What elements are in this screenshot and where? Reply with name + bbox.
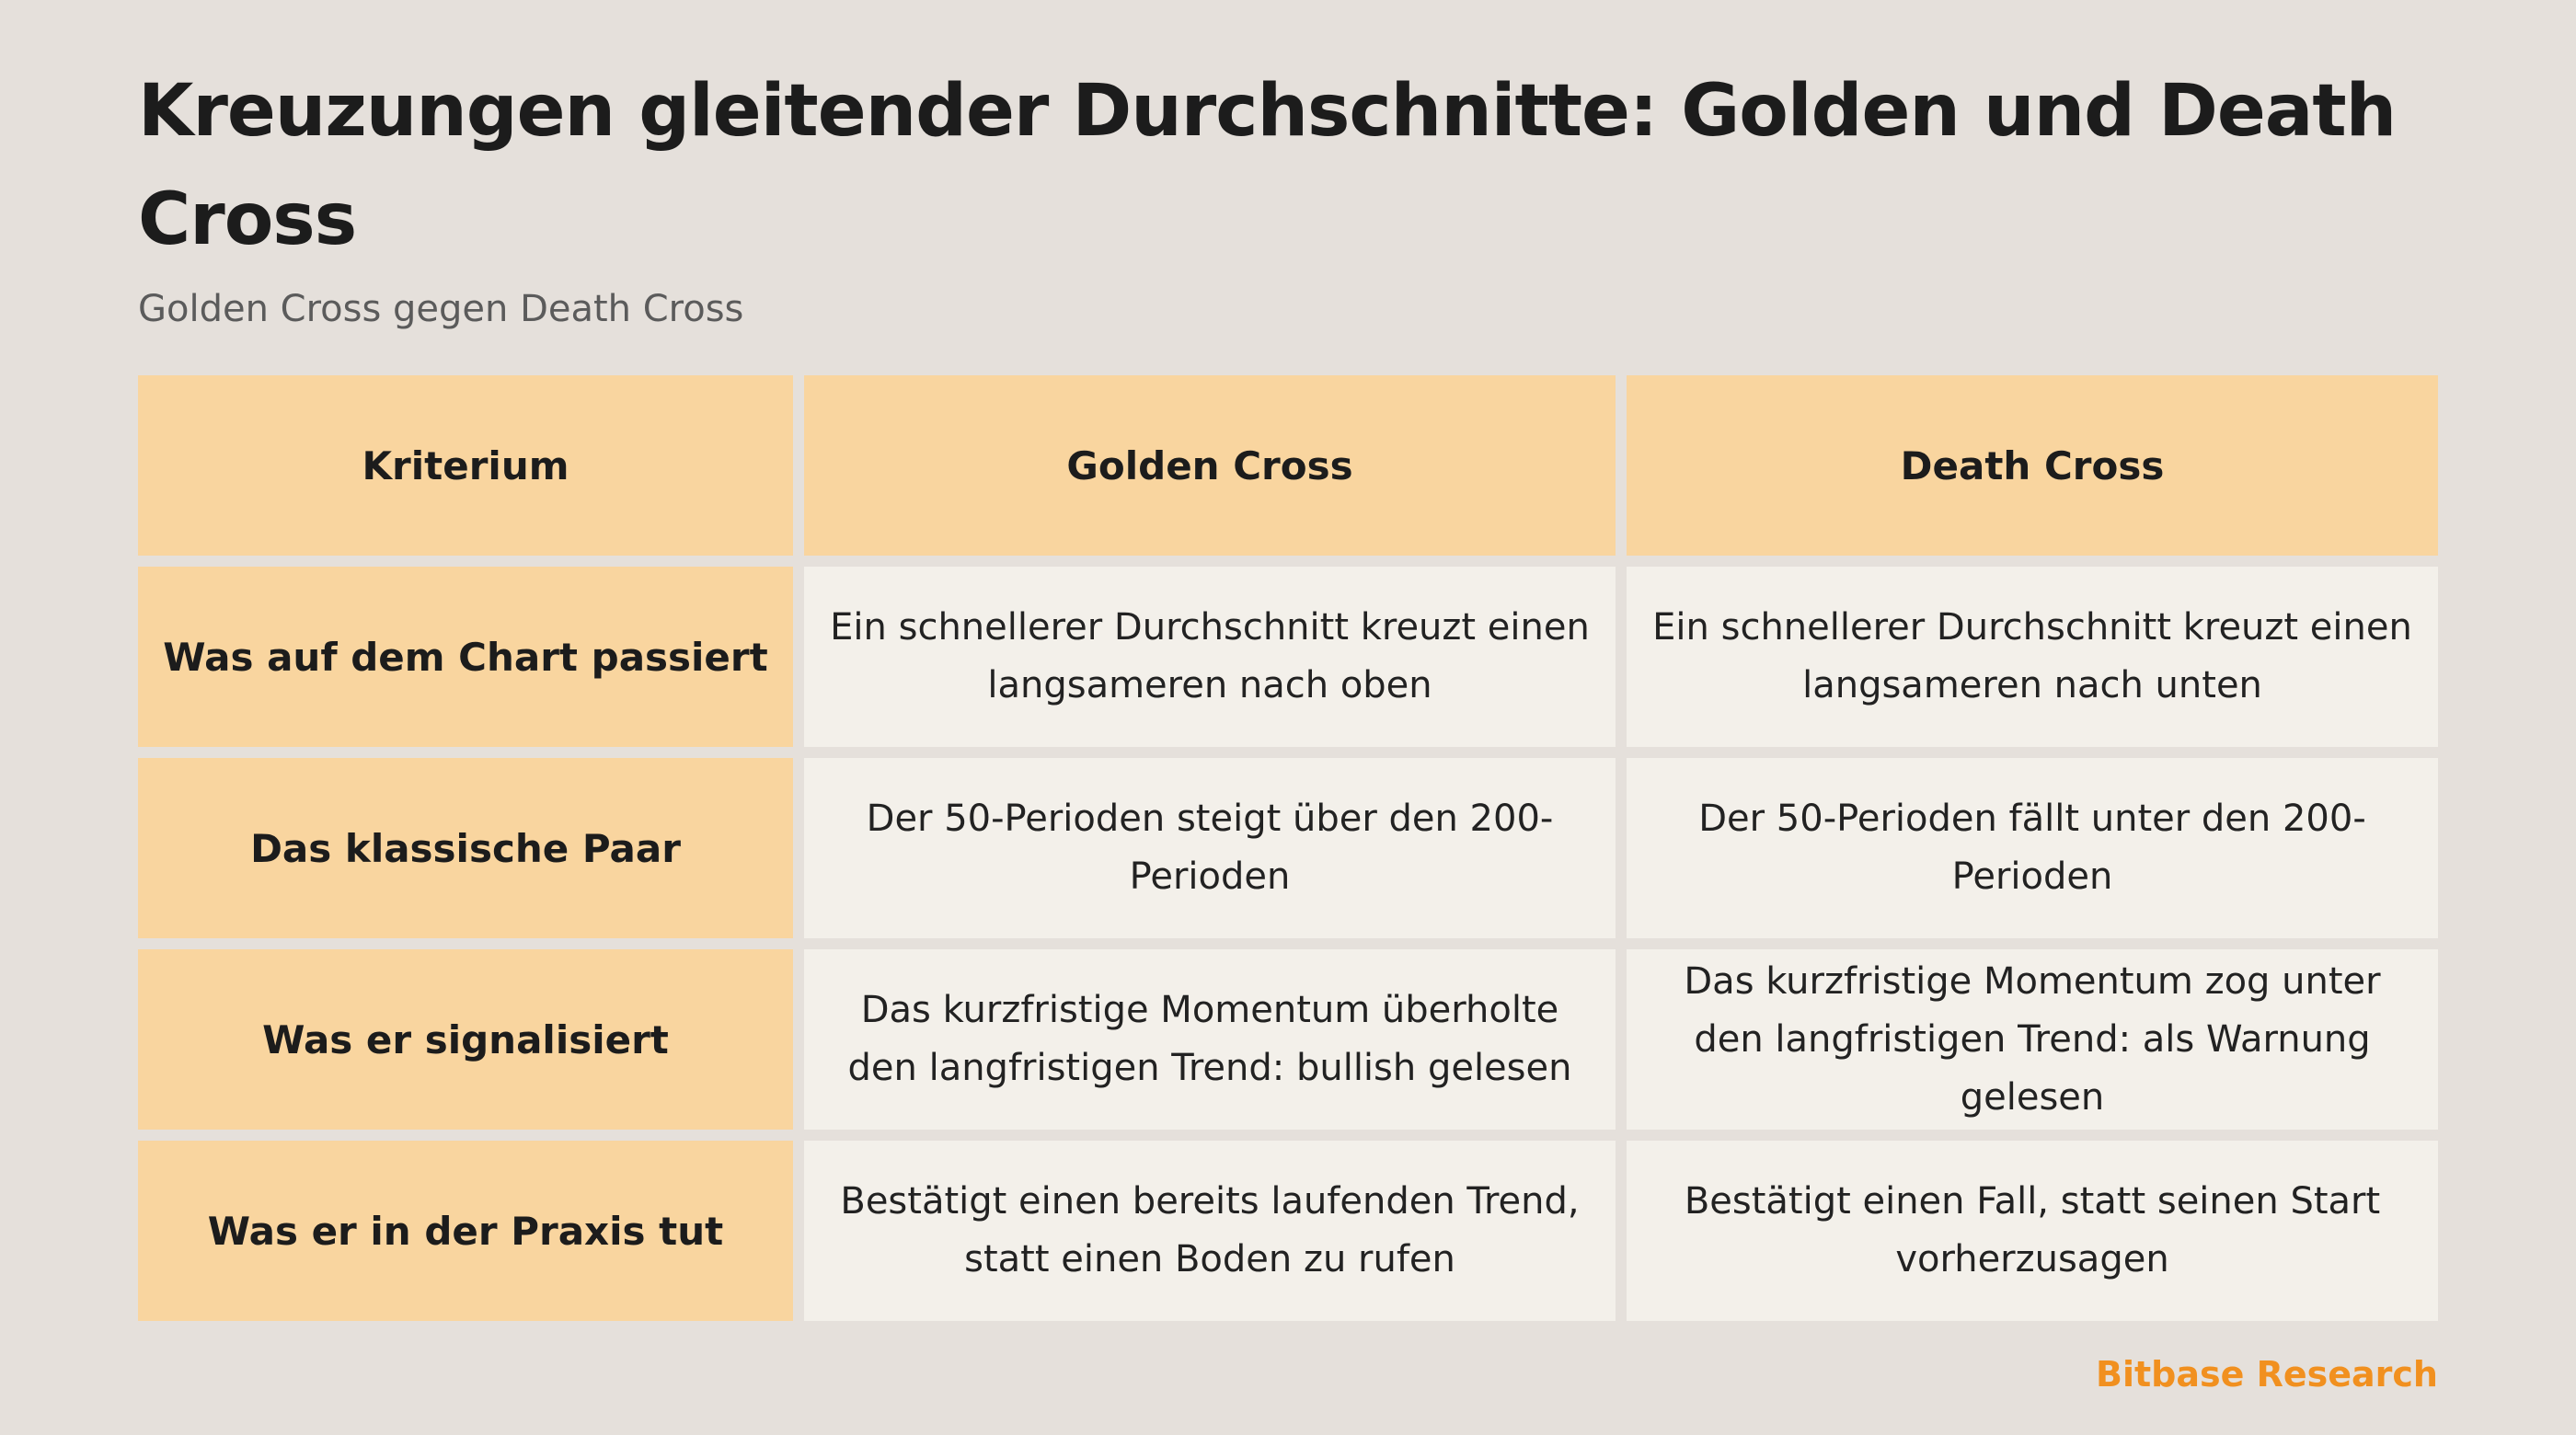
cell-golden-pair: Der 50-Perioden steigt über den 200-Peri… (804, 758, 1616, 938)
cell-golden-signal: Das kurzfristige Momentum überholte den … (804, 949, 1616, 1130)
row-label-practice: Was er in der Praxis tut (138, 1141, 793, 1321)
cell-death-pair: Der 50-Perioden fällt unter den 200-Peri… (1627, 758, 2438, 938)
brand-label: Bitbase Research (2095, 1354, 2438, 1395)
cell-golden-chart: Ein schnellerer Durchschnitt kreuzt eine… (804, 567, 1616, 747)
row-label-chart: Was auf dem Chart passiert (138, 567, 793, 747)
page-subtitle: Golden Cross gegen Death Cross (138, 288, 744, 330)
column-header-criterion: Kriterium (138, 375, 793, 556)
cell-death-practice: Bestätigt einen Fall, statt seinen Start… (1627, 1141, 2438, 1321)
row-label-pair: Das klassische Paar (138, 758, 793, 938)
column-header-golden-cross: Golden Cross (804, 375, 1616, 556)
cell-death-chart: Ein schnellerer Durchschnitt kreuzt eine… (1627, 567, 2438, 747)
column-header-death-cross: Death Cross (1627, 375, 2438, 556)
page-title: Kreuzungen gleitender Durchschnitte: Gol… (138, 70, 2397, 261)
comparison-table: Kriterium Golden Cross Death Cross Was a… (138, 375, 2438, 1321)
cell-golden-practice: Bestätigt einen bereits laufenden Trend,… (804, 1141, 1616, 1321)
row-label-signal: Was er signalisiert (138, 949, 793, 1130)
cell-death-signal: Das kurzfristige Momentum zog unter den … (1627, 949, 2438, 1130)
